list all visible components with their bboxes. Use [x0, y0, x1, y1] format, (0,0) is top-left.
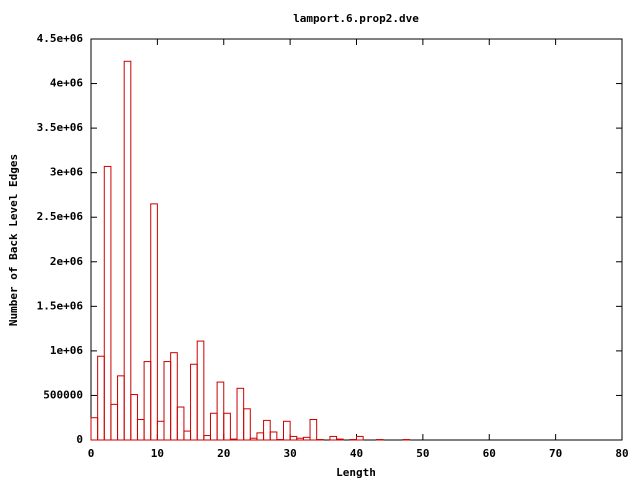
x-tick-label: 10	[151, 447, 164, 460]
bar	[183, 430, 192, 441]
bar	[143, 361, 152, 441]
x-tick-label: 50	[416, 447, 429, 460]
bar	[296, 437, 304, 441]
bar	[196, 340, 205, 441]
bar	[103, 165, 112, 441]
bar	[209, 412, 218, 441]
bar	[203, 435, 211, 441]
y-tick-label: 500000	[43, 388, 83, 401]
x-tick-label: 20	[217, 447, 230, 460]
x-axis-label: Length	[336, 466, 376, 479]
bar	[136, 419, 145, 441]
bar	[117, 375, 125, 441]
y-tick-label: 3.5e+06	[37, 121, 84, 134]
bar	[150, 203, 158, 441]
bar	[176, 406, 185, 441]
bar	[302, 436, 311, 441]
bar	[229, 438, 238, 441]
y-tick-label: 2e+06	[50, 255, 83, 268]
bar	[249, 437, 258, 441]
bar	[190, 363, 198, 441]
bar	[223, 412, 231, 441]
bar	[329, 435, 338, 441]
bar	[336, 438, 344, 441]
bar	[282, 420, 291, 441]
bar	[289, 435, 298, 441]
bar	[156, 420, 165, 441]
bar	[97, 355, 105, 441]
y-tick-label: 4e+06	[50, 77, 83, 90]
x-tick-label: 70	[549, 447, 562, 460]
y-tick-label: 0	[76, 433, 83, 446]
bar	[263, 419, 271, 441]
bar	[256, 432, 265, 441]
x-tick-label: 40	[350, 447, 363, 460]
bar	[170, 352, 178, 441]
bar	[130, 394, 138, 441]
y-tick-label: 2.5e+06	[37, 210, 84, 223]
bar	[309, 419, 318, 441]
bar	[110, 403, 119, 441]
y-tick-label: 4.5e+06	[37, 32, 84, 45]
bar	[236, 387, 245, 441]
x-tick-label: 0	[88, 447, 95, 460]
bar	[216, 381, 225, 441]
bar	[269, 431, 278, 441]
y-axis-label: Number of Back Level Edges	[7, 154, 20, 326]
bar	[243, 408, 251, 441]
bar	[356, 435, 364, 441]
x-tick-label: 80	[615, 447, 628, 460]
chart-title: lamport.6.prop2.dve	[293, 12, 419, 25]
y-tick-label: 1.5e+06	[37, 299, 84, 312]
bar	[163, 361, 172, 441]
y-tick-label: 3e+06	[50, 166, 83, 179]
y-tick-label: 1e+06	[50, 344, 83, 357]
bar	[123, 60, 132, 441]
x-tick-label: 60	[483, 447, 496, 460]
x-tick-label: 30	[284, 447, 297, 460]
bar	[90, 417, 99, 441]
